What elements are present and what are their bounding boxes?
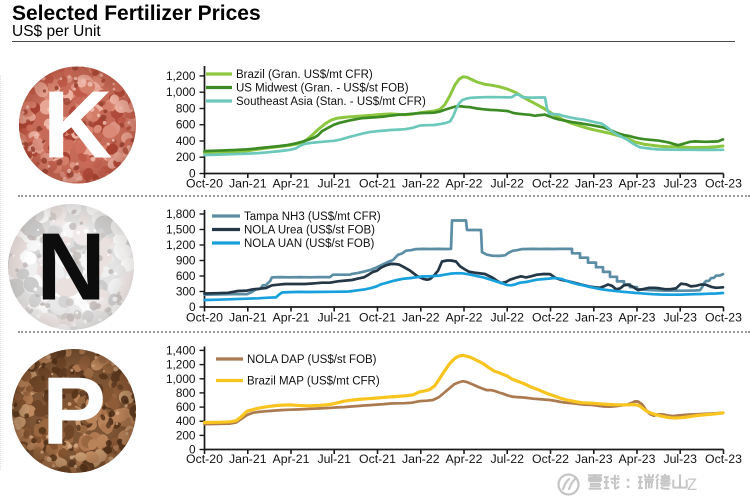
svg-text:1,200: 1,200 — [166, 358, 196, 372]
svg-text:Jul-23: Jul-23 — [663, 452, 697, 466]
svg-text:1,400: 1,400 — [166, 343, 196, 357]
svg-text:K: K — [43, 72, 112, 179]
svg-text:400: 400 — [176, 414, 196, 428]
svg-text:Apr-21: Apr-21 — [273, 452, 310, 466]
svg-text:Apr-23: Apr-23 — [619, 311, 656, 325]
svg-text:Apr-23: Apr-23 — [619, 177, 656, 191]
svg-text:Jul-22: Jul-22 — [490, 452, 524, 466]
svg-text:NOLA DAP (US$/st FOB): NOLA DAP (US$/st FOB) — [247, 354, 377, 366]
svg-text:800: 800 — [176, 102, 196, 116]
svg-text:Z: Z — [687, 476, 697, 494]
svg-text:Apr-22: Apr-22 — [446, 311, 483, 325]
svg-text:0: 0 — [189, 300, 196, 314]
svg-text:Jan-23: Jan-23 — [575, 311, 613, 325]
svg-text:Jul-21: Jul-21 — [317, 177, 351, 191]
svg-text:0: 0 — [189, 443, 196, 457]
svg-text:Jan-22: Jan-22 — [402, 177, 440, 191]
svg-text:1,200: 1,200 — [166, 238, 196, 252]
svg-text:Oct-23: Oct-23 — [705, 452, 742, 466]
svg-text:Jul-22: Jul-22 — [490, 177, 524, 191]
svg-text:US Midwest (Gran. - US$/st FOB: US Midwest (Gran. - US$/st FOB) — [236, 83, 409, 95]
svg-text:Tampa NH3 (US$/mt CFR): Tampa NH3 (US$/mt CFR) — [244, 211, 381, 223]
svg-text:Oct-23: Oct-23 — [705, 177, 742, 191]
svg-text:Oct-22: Oct-22 — [532, 311, 569, 325]
svg-text:Jan-21: Jan-21 — [229, 177, 267, 191]
svg-text:NOLA Urea (US$/st FOB): NOLA Urea (US$/st FOB) — [244, 225, 375, 237]
svg-text:Jul-22: Jul-22 — [490, 311, 524, 325]
svg-text:Oct-22: Oct-22 — [532, 452, 569, 466]
svg-text:Jan-22: Jan-22 — [402, 311, 440, 325]
svg-text:Apr-21: Apr-21 — [273, 311, 310, 325]
svg-text:Apr-22: Apr-22 — [446, 452, 483, 466]
svg-text:1,000: 1,000 — [166, 85, 196, 99]
svg-text:Jan-22: Jan-22 — [402, 452, 440, 466]
svg-text:900: 900 — [176, 254, 196, 268]
svg-text:Jan-23: Jan-23 — [575, 177, 613, 191]
svg-text:Southeast Asia (Stan. - US$/mt: Southeast Asia (Stan. - US$/mt CFR) — [236, 96, 426, 108]
svg-text:Brazil MAP (US$/mt CFR): Brazil MAP (US$/mt CFR) — [247, 376, 380, 388]
svg-text:Oct-21: Oct-21 — [359, 177, 396, 191]
svg-text:1,500: 1,500 — [166, 223, 196, 237]
svg-text:Oct-21: Oct-21 — [359, 311, 396, 325]
svg-text:NOLA UAN (US$/st FOB): NOLA UAN (US$/st FOB) — [244, 238, 375, 250]
svg-text:600: 600 — [176, 118, 196, 132]
svg-text:Oct-22: Oct-22 — [532, 177, 569, 191]
svg-text:Brazil (Gran. US$/mt CFR): Brazil (Gran. US$/mt CFR) — [236, 69, 373, 81]
svg-text:Oct-20: Oct-20 — [186, 177, 223, 191]
svg-text:N: N — [36, 214, 105, 321]
svg-text:Apr-22: Apr-22 — [446, 177, 483, 191]
svg-text:1,000: 1,000 — [166, 372, 196, 386]
svg-text:Jul-23: Jul-23 — [663, 311, 697, 325]
svg-text:1,200: 1,200 — [166, 69, 196, 83]
svg-text:Jul-21: Jul-21 — [317, 311, 351, 325]
svg-text:Jul-21: Jul-21 — [317, 452, 351, 466]
svg-text:Jan-23: Jan-23 — [575, 452, 613, 466]
svg-text:300: 300 — [176, 285, 196, 299]
svg-text:Oct-21: Oct-21 — [359, 452, 396, 466]
svg-text:1,800: 1,800 — [166, 207, 196, 221]
svg-text:Jan-21: Jan-21 — [229, 311, 267, 325]
svg-text:Jan-21: Jan-21 — [229, 452, 267, 466]
svg-text:400: 400 — [176, 134, 196, 148]
svg-text:Oct-20: Oct-20 — [186, 311, 223, 325]
svg-text:0: 0 — [189, 167, 196, 181]
svg-text:Apr-23: Apr-23 — [619, 452, 656, 466]
svg-text:Oct-20: Oct-20 — [186, 452, 223, 466]
svg-text:200: 200 — [176, 150, 196, 164]
svg-text:600: 600 — [176, 269, 196, 283]
svg-text:600: 600 — [176, 400, 196, 414]
svg-text:200: 200 — [176, 428, 196, 442]
svg-text:Apr-21: Apr-21 — [273, 177, 310, 191]
svg-text:Oct-23: Oct-23 — [705, 311, 742, 325]
svg-text:Jul-23: Jul-23 — [663, 177, 697, 191]
svg-text:P: P — [42, 358, 106, 465]
svg-text:800: 800 — [176, 386, 196, 400]
